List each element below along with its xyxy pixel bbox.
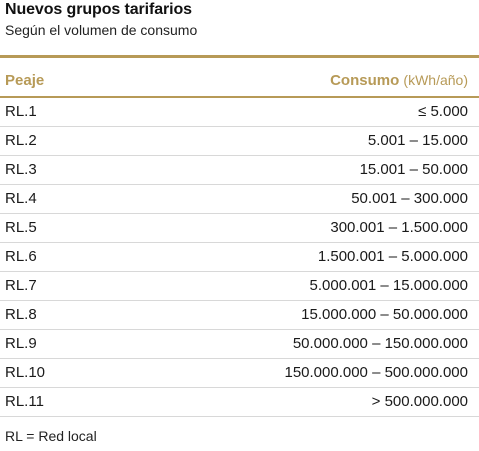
cell-peaje: RL.6 xyxy=(5,248,37,265)
cell-consumo: > 500.000.000 xyxy=(371,393,468,410)
table-header-row: Peaje Consumo (kWh/año) xyxy=(0,58,479,98)
cell-consumo: 15.000.000 – 50.000.000 xyxy=(301,306,468,323)
table-row: RL.4 50.001 – 300.000 xyxy=(0,185,479,214)
cell-consumo: 5.000.001 – 15.000.000 xyxy=(309,277,468,294)
cell-peaje: RL.2 xyxy=(5,132,37,149)
cell-peaje: RL.4 xyxy=(5,190,37,207)
table-row: RL.6 1.500.001 – 5.000.000 xyxy=(0,243,479,272)
cell-consumo: 300.001 – 1.500.000 xyxy=(330,219,468,236)
header-consumo-label: Consumo xyxy=(330,72,400,89)
cell-consumo: ≤ 5.000 xyxy=(418,103,468,120)
cell-peaje: RL.5 xyxy=(5,219,37,236)
tariff-table: Peaje Consumo (kWh/año) RL.1 ≤ 5.000 RL.2 5… xyxy=(0,58,479,417)
header-consumo-unit: (kWh/año) xyxy=(403,72,468,88)
cell-consumo: 50.001 – 300.000 xyxy=(351,190,468,207)
table-row: RL.11 > 500.000.000 xyxy=(0,388,479,417)
page-subtitle: Según el volumen de consumo xyxy=(5,22,198,38)
header-consumo: Consumo (kWh/año) xyxy=(330,72,468,89)
footnote: RL = Red local xyxy=(5,428,97,444)
table-row: RL.7 5.000.001 – 15.000.000 xyxy=(0,272,479,301)
table-row: RL.10 150.000.000 – 500.000.000 xyxy=(0,359,479,388)
table-row: RL.9 50.000.000 – 150.000.000 xyxy=(0,330,479,359)
page-title: Nuevos grupos tarifarios xyxy=(5,1,192,18)
table-row: RL.8 15.000.000 – 50.000.000 xyxy=(0,301,479,330)
cell-peaje: RL.10 xyxy=(5,364,46,381)
cell-peaje: RL.1 xyxy=(5,103,37,120)
table-row: RL.1 ≤ 5.000 xyxy=(0,98,479,127)
top-divider xyxy=(0,55,479,58)
table-row: RL.2 5.001 – 15.000 xyxy=(0,127,479,156)
table-row: RL.3 15.001 – 50.000 xyxy=(0,156,479,185)
cell-peaje: RL.7 xyxy=(5,277,37,294)
cell-peaje: RL.8 xyxy=(5,306,37,323)
cell-consumo: 5.001 – 15.000 xyxy=(367,132,468,149)
cell-peaje: RL.3 xyxy=(5,161,37,178)
table-body: RL.1 ≤ 5.000 RL.2 5.001 – 15.000 RL.3 15.001 … xyxy=(0,98,479,417)
header-peaje: Peaje xyxy=(5,72,45,89)
cell-peaje: RL.11 xyxy=(5,393,44,410)
cell-consumo: 1.500.001 – 5.000.000 xyxy=(317,248,468,265)
cell-consumo: 50.000.000 – 150.000.000 xyxy=(292,335,468,352)
cell-consumo: 15.001 – 50.000 xyxy=(359,161,468,178)
cell-peaje: RL.9 xyxy=(5,335,37,352)
cell-consumo: 150.000.000 – 500.000.000 xyxy=(284,364,468,381)
table-row: RL.5 300.001 – 1.500.000 xyxy=(0,214,479,243)
